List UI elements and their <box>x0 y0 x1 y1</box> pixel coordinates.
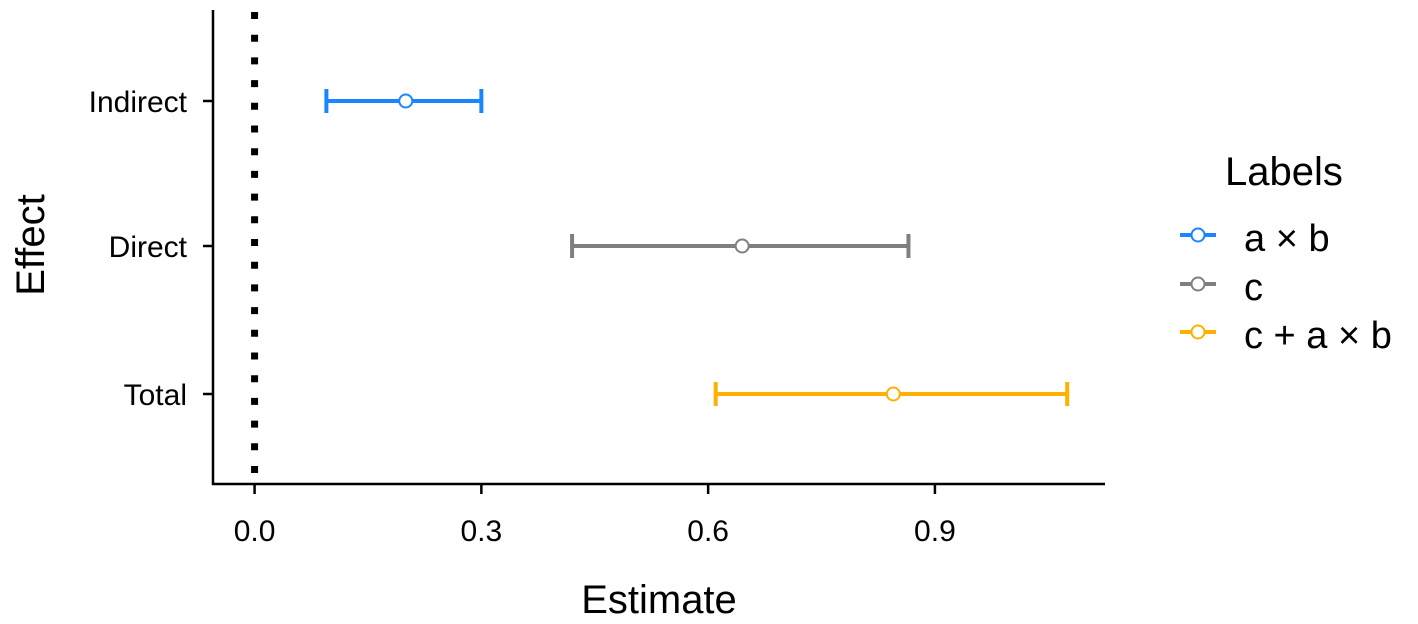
y-tick-label: Total <box>124 379 187 412</box>
axes: 0.0 0.3 0.6 0.9 Indirect Direct Total <box>89 10 1105 548</box>
legend-label: c <box>1244 267 1263 309</box>
legend-entry: a × b <box>1180 218 1330 260</box>
point-estimate <box>885 386 901 402</box>
legend-title: Labels <box>1225 150 1343 194</box>
y-tick-label: Indirect <box>89 86 188 119</box>
x-tick-label: 0.6 <box>687 515 729 548</box>
legend-key-marker <box>1190 324 1206 340</box>
legend-label: c + a × b <box>1244 315 1392 357</box>
x-tick-label: 0.9 <box>914 515 956 548</box>
error-bar <box>324 89 484 113</box>
error-bar <box>570 234 911 258</box>
x-tick-label: 0.0 <box>234 515 276 548</box>
legend-key-marker <box>1190 227 1206 243</box>
legend-entry: c <box>1180 267 1263 309</box>
legend-key-marker <box>1190 276 1206 292</box>
x-axis-title: Estimate <box>581 578 737 622</box>
point-estimate <box>734 238 750 254</box>
error-bar <box>713 382 1070 406</box>
legend: Labels a × b c c + a × b <box>1180 150 1392 357</box>
x-tick-label: 0.3 <box>460 515 502 548</box>
legend-entry: c + a × b <box>1180 315 1392 357</box>
point-estimate <box>398 93 414 109</box>
y-axis-title: Effect <box>9 194 53 296</box>
plot-area <box>251 12 1070 484</box>
y-tick-label: Direct <box>109 231 188 264</box>
legend-label: a × b <box>1244 218 1330 260</box>
